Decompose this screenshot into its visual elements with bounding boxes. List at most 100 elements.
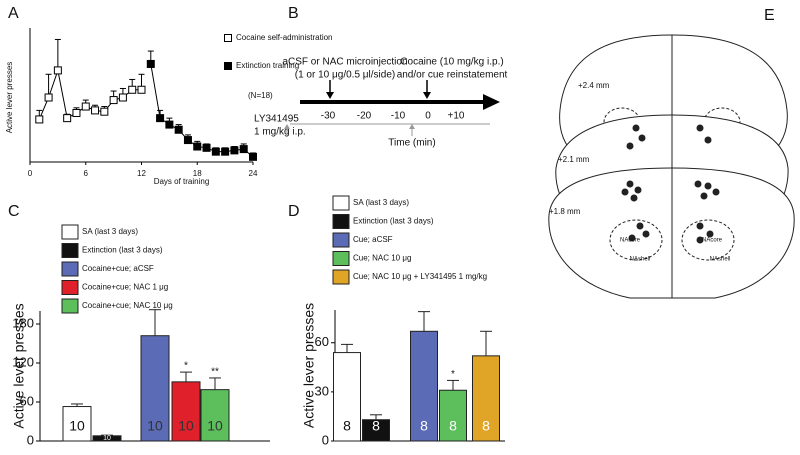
- region-label: NAshell: [710, 257, 731, 263]
- bar: [62, 406, 92, 442]
- n-label: 10: [103, 435, 111, 442]
- point: [109, 96, 118, 105]
- bar: [410, 330, 438, 442]
- level-label: +1.8 mm: [549, 207, 581, 216]
- legend-swatch: [332, 214, 350, 229]
- point: [100, 107, 109, 116]
- y-tick-label: 120: [12, 354, 34, 369]
- legend-label: Extinction (last 3 days): [353, 217, 434, 226]
- point: [53, 66, 62, 75]
- point: [211, 147, 220, 156]
- brain-sections: [548, 34, 795, 299]
- y-axis-label: Active lever presses: [301, 303, 317, 428]
- y-axis-label: Active lever presses: [5, 62, 14, 134]
- bar: [333, 352, 361, 442]
- legend-swatch: [61, 298, 79, 314]
- time-tick: -20: [357, 111, 372, 122]
- placement-dots: [621, 124, 720, 244]
- panel-label: E: [764, 7, 775, 24]
- legend-swatch: [332, 251, 350, 266]
- panel-label: D: [288, 203, 300, 220]
- bar: [439, 389, 467, 442]
- legend-label: SA (last 3 days): [82, 227, 138, 236]
- y-tick-label: 60: [20, 393, 34, 408]
- point: [193, 142, 202, 151]
- timeline-text: aCSF or NAC microinjection: [282, 57, 407, 68]
- arrow-head: [284, 124, 290, 129]
- legend-swatch: [61, 243, 79, 258]
- legend-label: Cocaine+cue; NAC 10 μg: [82, 301, 173, 310]
- point: [146, 59, 155, 68]
- legend-swatch: [332, 232, 350, 248]
- time-tick: 0: [425, 111, 431, 122]
- legend-label: SA (last 3 days): [353, 198, 409, 207]
- y-axis-label: Active lever presses: [11, 303, 27, 428]
- timeline-text: Cocaine (10 mg/kg i.p.): [400, 57, 503, 68]
- region-outline: [681, 219, 735, 261]
- point: [137, 85, 146, 94]
- legend-label: Cue; NAC 10 μg + LY341495 1 mg/kg: [353, 272, 487, 281]
- legend-label: Cocaine+cue; NAC 1 μg: [82, 283, 168, 292]
- legend-swatch: [61, 280, 79, 295]
- region-label: NAcore: [620, 238, 641, 244]
- time-label: Time (min): [388, 138, 435, 149]
- y-tick-label: 0: [27, 432, 34, 447]
- arrow-head: [423, 92, 431, 99]
- legend-marker: [224, 34, 232, 42]
- timeline-text: LY341495: [254, 114, 299, 125]
- point: [174, 125, 183, 134]
- significance: **: [211, 367, 219, 378]
- significance: *: [184, 361, 188, 372]
- bar: [362, 419, 390, 442]
- level-label: +2.4 mm: [578, 81, 610, 90]
- timeline-text: and/or cue reinstatement: [397, 70, 508, 81]
- n-label: 8: [343, 418, 351, 434]
- point: [183, 136, 192, 145]
- legend-marker: [224, 62, 232, 70]
- region-outline: [609, 219, 663, 261]
- x-tick-label: 6: [84, 169, 89, 178]
- arrow-head: [326, 92, 334, 99]
- legend-swatch: [61, 224, 79, 240]
- bar: [140, 335, 170, 442]
- bar: [171, 381, 201, 442]
- n-label: 10: [69, 418, 85, 434]
- point: [81, 102, 90, 111]
- point: [128, 85, 137, 94]
- n-label: 8: [482, 418, 490, 434]
- x-axis-label: Days of training: [154, 177, 210, 186]
- n-label: 8: [372, 418, 380, 434]
- n-label: 8: [420, 418, 428, 434]
- point: [165, 120, 174, 129]
- legend-swatch: [61, 261, 79, 277]
- legend-swatch: [332, 269, 350, 285]
- point: [91, 106, 100, 115]
- annotation: (N=18): [248, 91, 273, 100]
- bar: [200, 389, 230, 442]
- y-tick-label: 60: [315, 334, 329, 349]
- point: [44, 93, 53, 102]
- point: [230, 146, 239, 155]
- time-tick: -30: [321, 111, 336, 122]
- timeline: aCSF or NAC microinjection (1 or 10 μg/0…: [254, 57, 508, 149]
- n-label: 10: [178, 418, 194, 434]
- region-label: NAshell: [630, 257, 651, 263]
- arrow-head: [483, 94, 500, 110]
- arrow-head: [409, 124, 415, 129]
- point: [118, 93, 127, 102]
- point: [239, 145, 248, 154]
- series-line: [150, 63, 254, 158]
- n-label: 8: [449, 418, 457, 434]
- timeline-text: (1 or 10 μg/0.5 μl/side): [295, 70, 395, 81]
- y-tick-label: 30: [315, 383, 329, 398]
- time-tick: -10: [391, 111, 406, 122]
- point: [63, 114, 72, 123]
- panel-label: A: [8, 5, 19, 22]
- legend-label: Extinction (last 3 days): [82, 246, 163, 255]
- level-label: +2.1 mm: [558, 155, 590, 164]
- legend-label: Cocaine self-administration: [236, 33, 333, 42]
- x-tick-label: 18: [193, 169, 202, 178]
- n-label: 10: [147, 418, 163, 434]
- point: [221, 147, 230, 156]
